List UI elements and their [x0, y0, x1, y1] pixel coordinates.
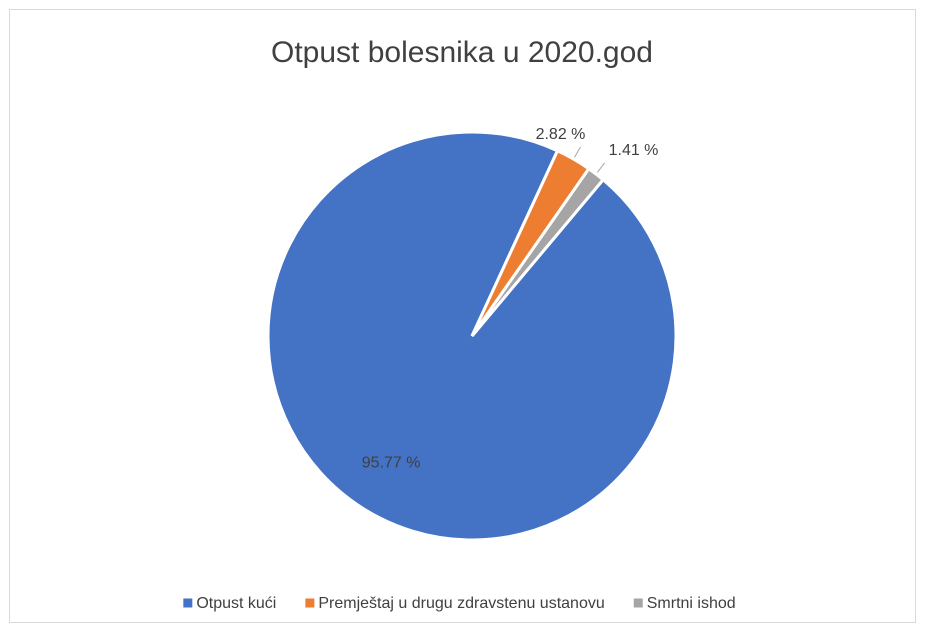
leader-line [574, 146, 581, 158]
legend-swatch [305, 598, 315, 608]
legend-label: Smrtni ishod [647, 595, 736, 612]
data-label: 1.41 % [609, 142, 659, 159]
legend-swatch [633, 598, 643, 608]
legend-swatch [183, 598, 193, 608]
leader-line [596, 162, 605, 173]
chart-title: Otpust bolesnika u 2020.god [271, 36, 653, 69]
data-label: 2.82 % [536, 126, 586, 143]
legend-label: Premještaj u drugu zdravstenu ustanovu [318, 595, 604, 612]
data-label: 95.77 % [362, 455, 421, 472]
legend-label: Otpust kući [196, 595, 276, 612]
pie-slice [470, 166, 606, 337]
